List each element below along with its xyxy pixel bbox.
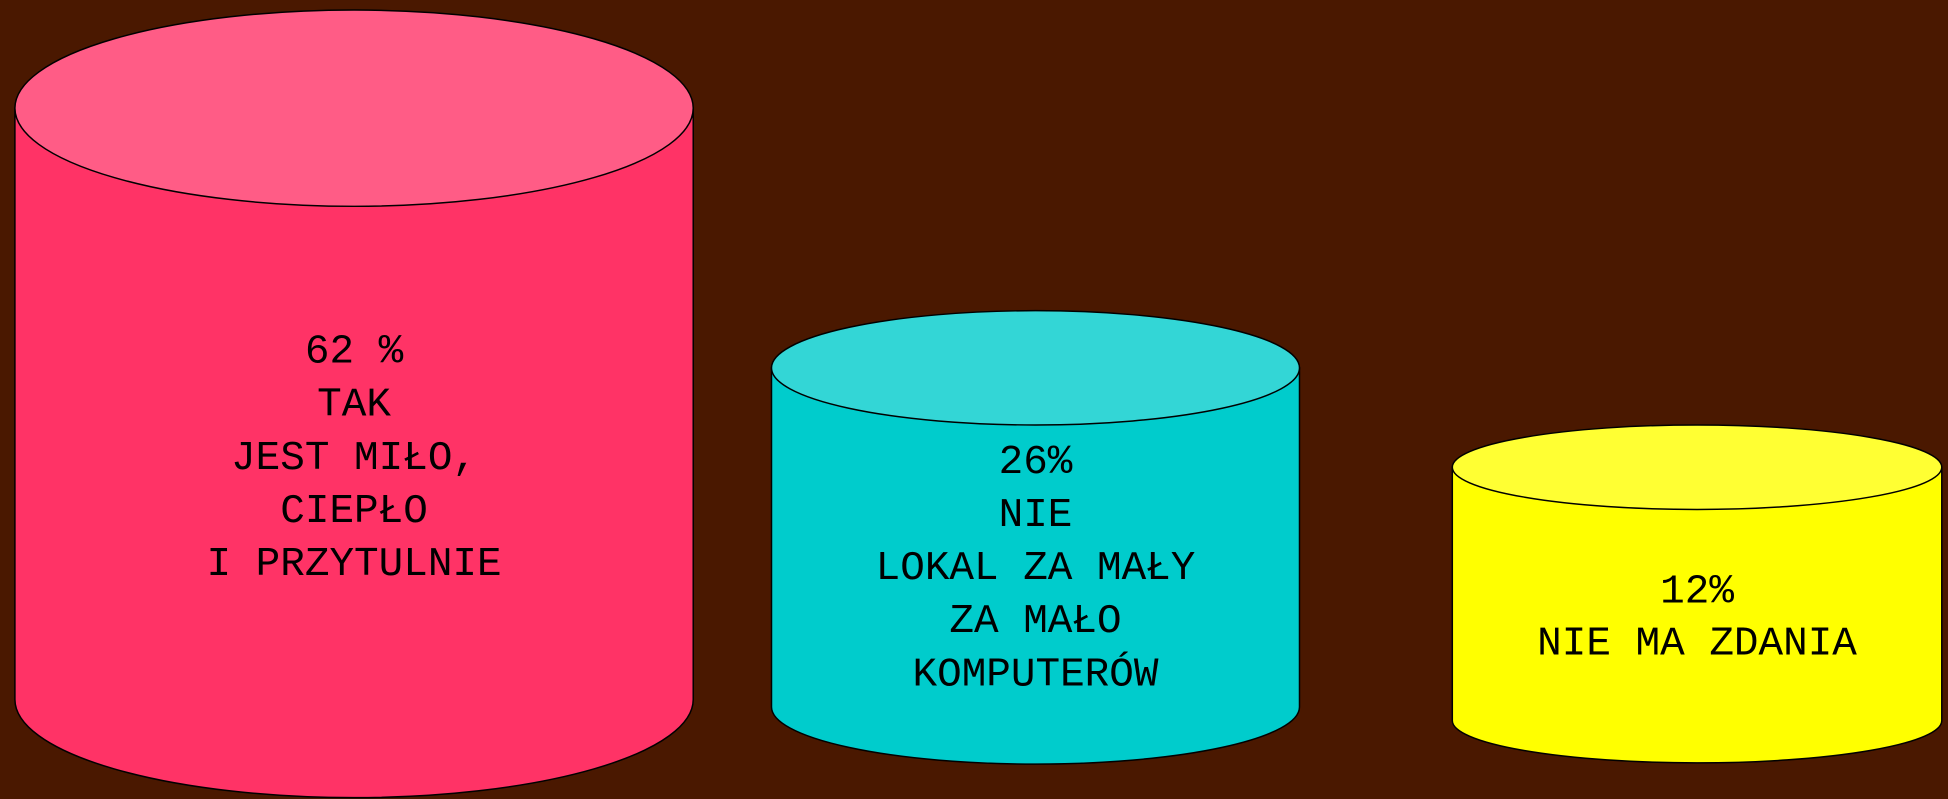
cylinder-label: LOKAL ZA MAŁY bbox=[876, 546, 1196, 592]
cylinder-label: I PRZYTULNIE bbox=[206, 542, 501, 588]
cylinder-label: JEST MIŁO, bbox=[231, 436, 477, 482]
cylinder-label: CIEPŁO bbox=[280, 489, 428, 535]
cylinder-top bbox=[1451, 424, 1943, 511]
cylinder-label: ZA MAŁO bbox=[949, 599, 1121, 645]
cylinder-label: TAK bbox=[317, 383, 391, 429]
cylinder-body bbox=[14, 107, 694, 799]
cylinder-body bbox=[1451, 466, 1943, 764]
cylinder-label: 26% bbox=[999, 440, 1073, 486]
cylinder-label: NIE MA ZDANIA bbox=[1537, 621, 1857, 667]
cylinder-label: 12% bbox=[1660, 569, 1734, 615]
cylinder-label: KOMPUTERÓW bbox=[913, 650, 1159, 698]
cylinder-top bbox=[14, 9, 694, 208]
cylinder-top bbox=[770, 309, 1301, 426]
cylinder-label: NIE bbox=[999, 493, 1073, 539]
cylinder-label: 62 % bbox=[305, 329, 404, 375]
cylinder-body bbox=[770, 367, 1301, 765]
